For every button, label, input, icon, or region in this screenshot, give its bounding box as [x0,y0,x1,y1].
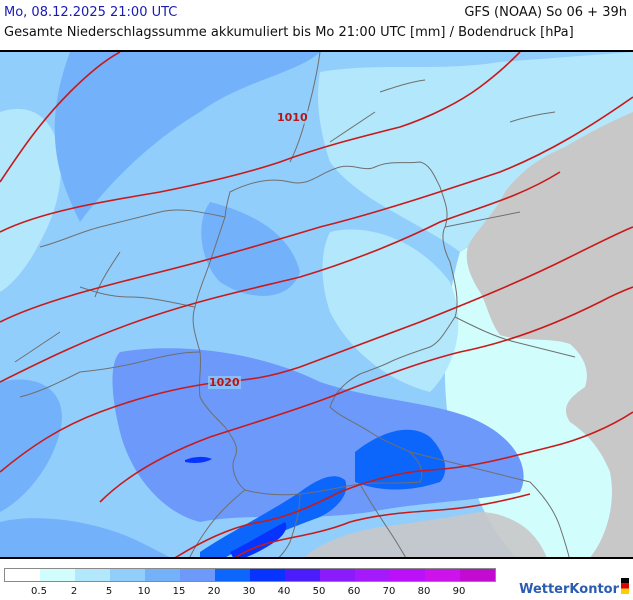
legend-swatch [425,569,460,581]
outside-domain [304,112,633,557]
legend-tick-label: 70 [382,586,396,597]
legend-tick-label: 15 [172,586,186,597]
legend-swatch [320,569,355,581]
precipitation-map: 1010 1020 [0,50,633,559]
legend-swatch [460,569,495,581]
legend-swatch [40,569,75,581]
model-run: GFS (NOAA) So 06 + 39h [464,5,627,20]
legend-color-bar [4,568,496,582]
map-canvas [0,52,633,557]
legend-tick-label: 20 [207,586,221,597]
legend-swatch [75,569,110,581]
legend-swatch [285,569,320,581]
valid-time: Mo, 08.12.2025 21:00 UTC [4,5,178,20]
precip-fields [0,52,633,557]
brand-logo: WetterKontor [519,582,619,597]
isobars [0,52,633,557]
legend-swatch [250,569,285,581]
header: Mo, 08.12.2025 21:00 UTC GFS (NOAA) So 0… [0,0,633,50]
legend-swatch [180,569,215,581]
legend-swatch [5,569,40,581]
legend-swatch [145,569,180,581]
legend-tick-label: 2 [70,586,78,597]
map-subtitle: Gesamte Niederschlagssumme akkumuliert b… [4,25,574,40]
legend-tick-label: 40 [277,586,291,597]
legend-tick-label: 90 [452,586,466,597]
legend-swatch [110,569,145,581]
precip-legend: 0.5 2 5 10 15 20 30 40 50 60 70 80 90 [4,568,504,598]
legend-tick-label: 30 [242,586,256,597]
legend-tick-label: 60 [347,586,361,597]
isobar-label-1020: 1020 [208,376,241,389]
country-borders [14,52,576,557]
legend-tick-label: 5 [105,586,113,597]
legend-swatch [215,569,250,581]
isobar-label-1010: 1010 [276,111,309,124]
legend-tick-label: 50 [312,586,326,597]
legend-swatch [390,569,425,581]
legend-tick-label: 80 [417,586,431,597]
legend-tick-label: 0.5 [31,586,47,597]
legend-tick-label: 10 [137,586,151,597]
flag-icon [621,578,629,594]
legend-swatch [355,569,390,581]
